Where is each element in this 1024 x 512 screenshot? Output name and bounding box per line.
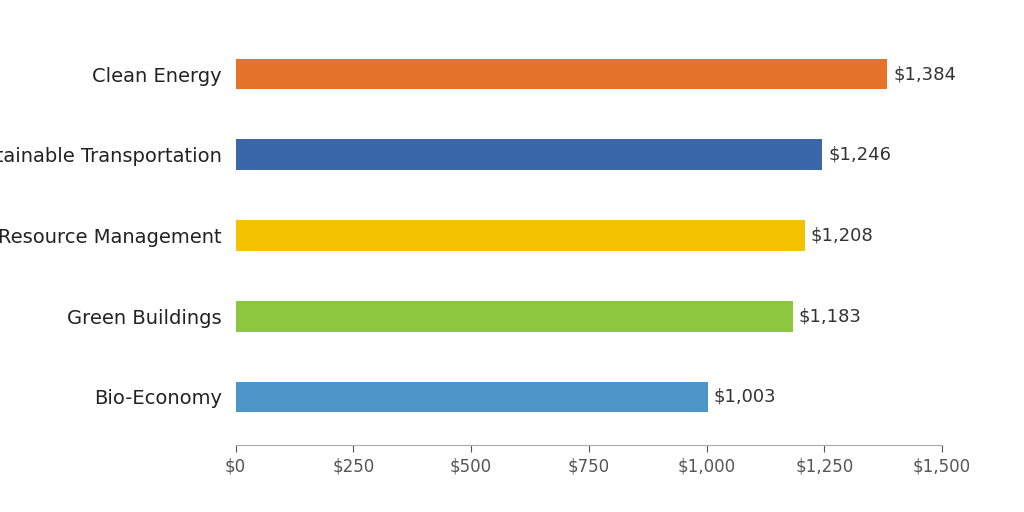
Bar — [236, 59, 888, 90]
Bar — [236, 301, 793, 332]
Bar — [236, 139, 822, 170]
Text: $1,246: $1,246 — [828, 146, 891, 164]
Bar — [236, 381, 708, 412]
Bar — [236, 220, 805, 251]
Text: $1,208: $1,208 — [810, 226, 872, 245]
Text: $1,003: $1,003 — [714, 388, 776, 406]
Text: $1,183: $1,183 — [799, 307, 861, 325]
Text: $1,384: $1,384 — [893, 65, 956, 83]
